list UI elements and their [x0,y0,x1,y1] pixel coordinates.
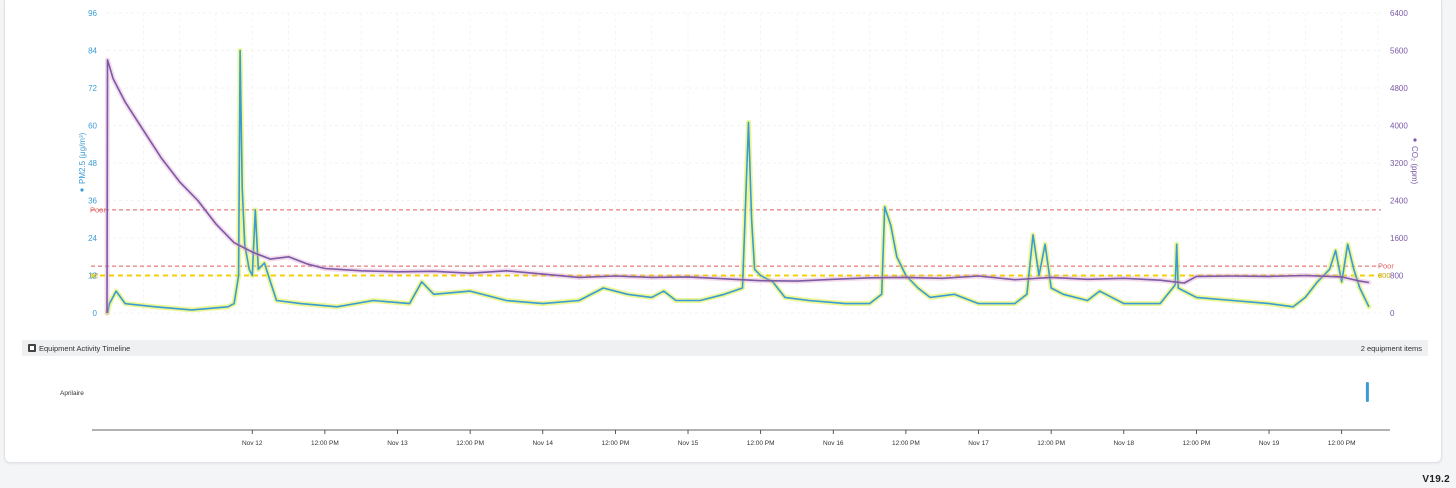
left-tick-label: 72 [88,84,97,93]
right-axis-ticks: 0 800 1600 2400 3200 4000 4800 5600 6400 [1390,9,1408,318]
timeline-tick-label: Nov 18 [1113,440,1134,447]
timeline-tick-label: 12:00 PM [892,440,920,447]
threshold-label: Poor [90,205,106,214]
left-tick-label: 60 [88,122,97,131]
right-legend-dot [1413,138,1417,142]
timeline-tick-label: 12:00 PM [1037,440,1065,447]
left-tick-label: 0 [93,309,98,318]
timeline-tick-label: Nov 12 [242,440,263,447]
right-tick-label: 6400 [1390,9,1408,18]
timeline-tick-label: Nov 16 [823,440,844,447]
timeline-x-ticks: Nov 12 12:00 PM Nov 13 12:00 PM Nov 14 12:00 … [242,430,1356,447]
right-tick-label: 2400 [1390,197,1408,206]
left-tick-label: 36 [88,197,97,206]
left-tick-label: 12 [88,272,97,281]
timeline-header: Equipment Activity Timeline 2 equipment … [22,340,1428,356]
timeline-tick-label: Nov 15 [678,440,699,447]
timeline-events [1365,382,1369,402]
timeline-tick-label: 12:00 PM [456,440,484,447]
left-axis-label: PM2.5 (μg/m³) [78,132,87,184]
series-halo [105,48,1372,316]
timeline-tick-label: 12:00 PM [1328,440,1356,447]
timeline-tick-label: Nov 13 [387,440,408,447]
pm25-line [106,49,1370,314]
left-legend-dot [80,188,84,192]
timeline-tick-label: Nov 17 [968,440,989,447]
right-tick-label: 4800 [1390,84,1408,93]
right-axis-label: CO₂ (ppm) [1410,146,1419,185]
right-tick-label: 0 [1390,309,1395,318]
timeline-title: Equipment Activity Timeline [39,343,131,353]
co2-line [106,59,1370,314]
timeline-tick-label: 12:00 PM [601,440,629,447]
right-tick-label: 3200 [1390,159,1408,168]
left-axis-ticks: 0 12 24 36 48 60 72 84 96 [88,9,97,318]
left-tick-label: 84 [88,47,97,56]
timeline-tick-label: Nov 19 [1259,440,1280,447]
timeline-row-label: Aprilaire [60,390,84,397]
left-tick-label: 48 [88,159,97,168]
threshold-label: Poor [1378,262,1394,271]
timeline-event-bar [1365,382,1369,402]
version-label: V19.2 [1422,474,1450,485]
right-tick-label: 4000 [1390,122,1408,131]
timeline-tick-label: 12:00 PM [1182,440,1210,447]
left-tick-label: 24 [88,234,97,243]
right-tick-label: 1600 [1390,234,1408,243]
right-axis-title: CO₂ (ppm) [1410,138,1419,185]
equipment-count: 2 equipment items [1360,343,1422,353]
right-tick-label: 5600 [1390,47,1408,56]
timeline-chart-icon [28,344,36,352]
series-lines [104,48,1372,316]
timeline-tick-label: 12:00 PM [311,440,339,447]
right-tick-label: 800 [1390,272,1404,281]
equipment-timeline: Aprilaire Nov 12 12:00 PM Nov 13 12:00 PM No… [60,382,1390,447]
timeline-tick-label: 12:00 PM [747,440,775,447]
threshold-label: 800 [1378,271,1391,280]
timeline-tick-label: Nov 14 [532,440,553,447]
timeline-title-group: Equipment Activity Timeline [28,344,130,353]
left-axis-title: PM2.5 (μg/m³) [78,132,87,192]
left-tick-label: 96 [88,9,97,18]
